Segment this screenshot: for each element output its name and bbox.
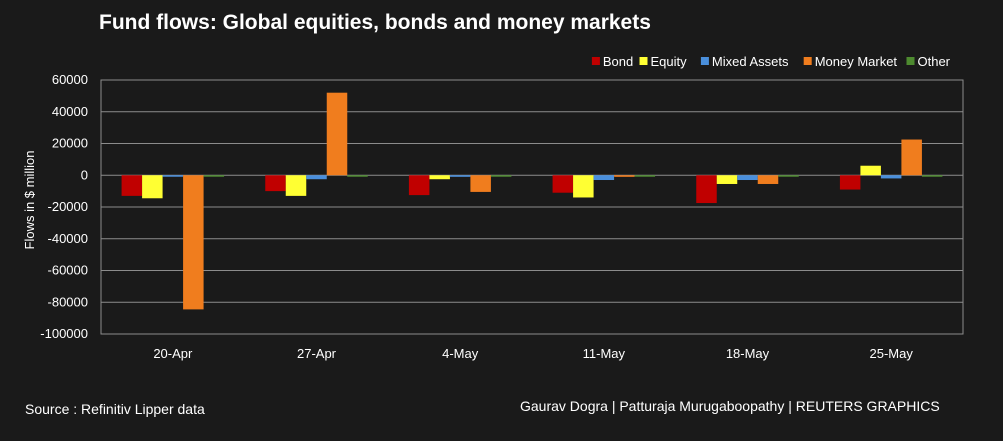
bar-equity-4-may: [429, 175, 450, 180]
y-tick-label: -40000: [48, 231, 88, 246]
bar-money-market-20-apr: [183, 175, 204, 310]
legend-label: Equity: [651, 54, 688, 69]
bar-bond-27-apr: [265, 175, 286, 192]
legend-swatch: [803, 57, 812, 65]
legend-swatch: [700, 57, 709, 65]
bar-bond-11-may: [552, 175, 574, 193]
legend-label: Money Market: [815, 54, 898, 69]
bars: [121, 92, 943, 310]
bar-bond-25-may: [839, 175, 861, 190]
legend-swatch: [906, 57, 915, 65]
y-tick-label: 0: [81, 167, 88, 182]
bar-equity-20-apr: [142, 175, 163, 199]
bar-money-market-4-may: [470, 175, 491, 192]
bar-money-market-25-may: [901, 139, 922, 176]
bar-bond-18-may: [696, 175, 717, 204]
legend-swatch: [639, 57, 648, 65]
bar-mixed-assets-11-may: [593, 175, 615, 181]
y-tick-label: -100000: [40, 326, 88, 341]
bar-other-27-apr: [347, 175, 368, 177]
y-tick-label: -60000: [48, 263, 88, 278]
source-note: Source : Refinitiv Lipper data: [25, 401, 205, 417]
bar-equity-11-may: [573, 175, 594, 198]
bar-mixed-assets-4-may: [449, 175, 471, 177]
bar-money-market-27-apr: [326, 92, 348, 176]
y-tick-label: -80000: [48, 294, 88, 309]
y-tick-label: 20000: [52, 136, 88, 151]
legend-swatch: [591, 57, 600, 65]
legend-label: Bond: [603, 54, 633, 69]
bar-equity-27-apr: [285, 175, 307, 196]
bar-money-market-11-may: [614, 175, 635, 177]
x-tick-label: 25-May: [869, 346, 913, 361]
x-tick-label: 18-May: [726, 346, 770, 361]
bar-mixed-assets-27-apr: [306, 175, 327, 180]
bar-equity-18-may: [716, 175, 738, 184]
credit-line: Gaurav Dogra | Patturaja Murugaboopathy …: [520, 398, 940, 414]
y-tick-label: 60000: [52, 72, 88, 87]
x-tick-label: 20-Apr: [153, 346, 193, 361]
chart-title: Fund flows: Global equities, bonds and m…: [99, 11, 651, 34]
bar-money-market-18-may: [757, 175, 779, 184]
x-tick-label: 11-May: [583, 346, 626, 361]
legend: Other Money Market Mixed Assets Equity Bond: [591, 54, 951, 69]
bar-mixed-assets-20-apr: [162, 175, 184, 177]
bar-mixed-assets-25-may: [880, 175, 902, 179]
legend-label: Other: [918, 54, 951, 69]
bar-other-25-may: [921, 175, 943, 177]
bar-other-11-may: [634, 175, 656, 177]
bar-bond-20-apr: [121, 175, 143, 196]
legend-label: Mixed Assets: [712, 54, 789, 69]
bar-equity-25-may: [860, 165, 881, 176]
gridlines: [101, 79, 963, 335]
x-tick-label: 27-Apr: [297, 346, 337, 361]
plot-area: [100, 79, 964, 335]
x-axis-ticks: 20-Apr 27-Apr 4-May 11-May 18-May 25-May: [153, 346, 913, 361]
bar-mixed-assets-18-may: [737, 175, 758, 181]
bar-other-4-may: [490, 175, 512, 177]
bar-other-18-may: [778, 175, 799, 177]
bar-other-20-apr: [203, 175, 225, 177]
y-axis-ticks: 60000 40000 20000 0 -20000 -40000 -60000 -80000…: [40, 72, 88, 341]
y-tick-label: -20000: [48, 199, 88, 214]
y-tick-label: 40000: [52, 104, 88, 119]
x-tick-label: 4-May: [442, 346, 479, 361]
bar-bond-4-may: [408, 175, 430, 196]
y-axis-label: Flows in $ million: [22, 151, 37, 250]
